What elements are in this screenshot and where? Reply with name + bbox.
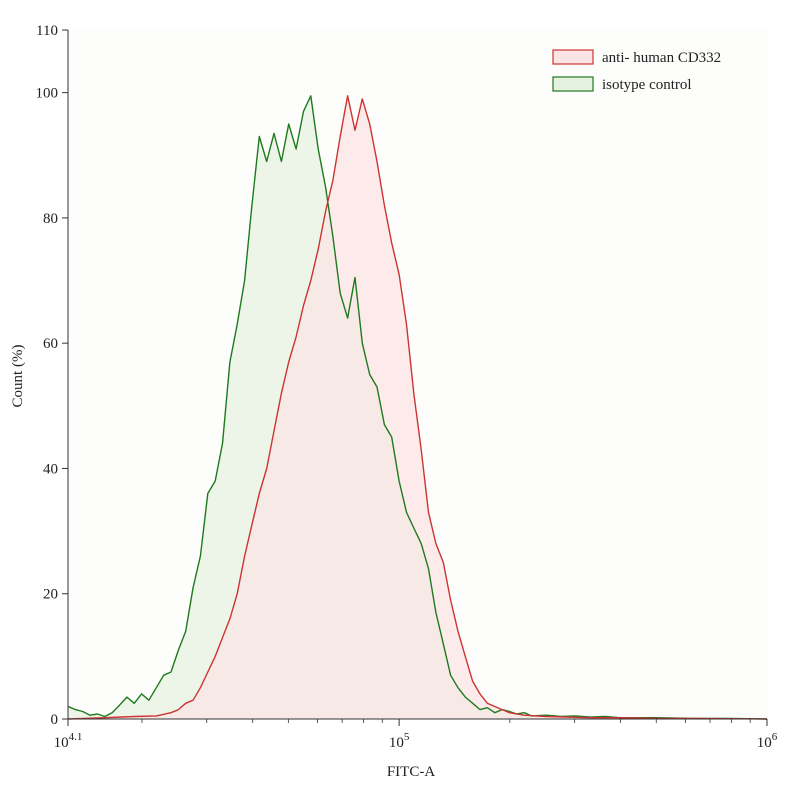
x-tick-label-5: 105 [389, 731, 410, 751]
x-tick-label-6: 106 [757, 731, 778, 751]
legend-swatch-isotype-control [552, 76, 594, 92]
y-tick-label-110: 110 [36, 23, 58, 39]
legend-label-anti-cd332: anti- human CD332 [602, 50, 721, 66]
y-tick-label-20: 20 [43, 587, 58, 603]
series-line-anti-human-cd332 [67, 95, 768, 720]
x-tick-label-4.1: 104.1 [54, 731, 83, 751]
y-tick-label-40: 40 [43, 461, 58, 477]
y-tick-label-100: 100 [36, 86, 59, 102]
legend: anti- human CD332 isotype control [552, 49, 721, 93]
plot-area [67, 30, 768, 720]
series-area-anti-human-cd332 [68, 95, 767, 720]
y-tick-label-80: 80 [43, 211, 58, 227]
y-axis-title: Count (%) [10, 345, 26, 408]
axes: 0 20 40 60 80 100 110 104.1 105 106 [36, 23, 778, 751]
y-tick-label-60: 60 [43, 336, 58, 352]
legend-swatch-anti-cd332 [552, 49, 594, 65]
legend-label-isotype-control: isotype control [602, 77, 692, 93]
y-tick-label-0: 0 [51, 712, 59, 728]
x-axis-title: FITC-A [387, 764, 436, 780]
